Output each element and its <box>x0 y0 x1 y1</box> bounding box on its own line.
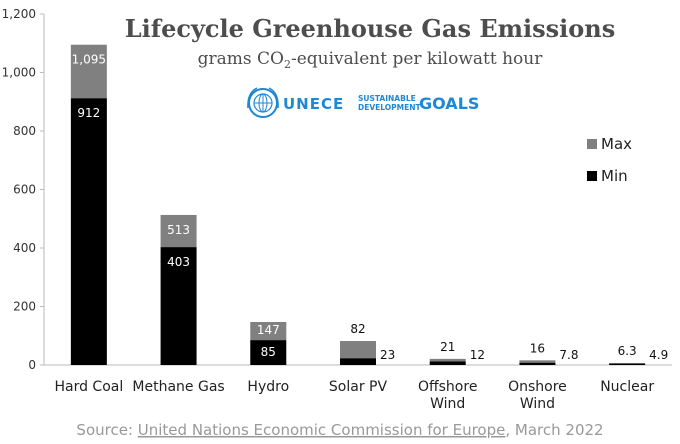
legend-swatch <box>587 171 597 181</box>
y-tick-label: 600 <box>13 183 36 197</box>
x-tick-label: Offshore <box>418 379 477 395</box>
data-label-max: 6.3 <box>618 344 637 358</box>
source-prefix: Source: <box>76 421 137 439</box>
data-label-min: 7.8 <box>559 348 578 362</box>
x-tick-label: Hydro <box>247 379 289 395</box>
data-label-max: 1,095 <box>72 53 106 67</box>
subtitle-post: -equivalent per kilowatt hour <box>291 49 543 69</box>
bar-max <box>70 44 107 99</box>
data-label-min: 912 <box>77 106 100 120</box>
bar-max <box>519 360 556 363</box>
x-tick-label: Nuclear <box>600 379 654 395</box>
legend-label: Max <box>601 135 632 153</box>
data-label-min: 12 <box>470 348 485 362</box>
y-tick-label: 1,000 <box>2 66 36 80</box>
y-tick-label: 200 <box>13 300 36 314</box>
legend-label: Min <box>601 167 628 185</box>
bar-max <box>340 341 376 359</box>
legend: Max Min <box>587 135 632 185</box>
bar-min <box>160 247 197 365</box>
bar-min <box>429 361 466 365</box>
subtitle-sub: 2 <box>284 58 291 71</box>
bar-min <box>519 362 556 365</box>
data-label-min: 23 <box>380 348 395 362</box>
un-emblem-icon <box>247 87 279 118</box>
chart-subtitle: grams CO2-equivalent per kilowatt hour <box>198 49 544 71</box>
bar-min <box>609 363 646 365</box>
bar-max <box>609 363 646 364</box>
bar-max <box>250 322 287 341</box>
bars: 1,095 912 Hard Coal 513 403 Methane Gas 147 85 H… <box>54 44 668 412</box>
bar-min <box>250 340 287 365</box>
source-note: Source: United Nations Economic Commissi… <box>76 421 603 439</box>
y-tick-label: 800 <box>13 124 36 138</box>
source-suffix: , March 2022 <box>505 421 603 439</box>
y-tick-label: 400 <box>13 241 36 255</box>
data-label-max: 147 <box>257 323 280 337</box>
chart-title: Lifecycle Greenhouse Gas Emissions <box>125 14 616 43</box>
sdg-logo-line2: DEVELOPMENT <box>358 103 422 112</box>
data-label-min: 85 <box>261 345 276 359</box>
x-tick-label: Hard Coal <box>54 379 123 395</box>
subtitle-pre: grams CO <box>198 49 284 69</box>
source-link[interactable]: United Nations Economic Commission for E… <box>138 421 506 439</box>
legend-swatch <box>587 139 597 149</box>
unece-logo-text: UNECE <box>283 95 344 113</box>
sdg-logo-line1: SUSTAINABLE <box>358 94 416 103</box>
x-tick-label: Methane Gas <box>132 379 224 395</box>
sdg-logo-goals: GOALS <box>419 94 479 113</box>
data-label-max: 82 <box>350 322 365 336</box>
data-label-max: 16 <box>530 341 545 355</box>
bar-min <box>340 358 376 365</box>
data-label-max: 21 <box>440 340 455 354</box>
bar-max <box>160 214 197 248</box>
y-tick-label: 0 <box>28 358 36 372</box>
x-tick-label: Wind <box>520 396 555 412</box>
y-tick-label: 1,200 <box>2 7 36 21</box>
data-label-min: 4.9 <box>649 348 668 362</box>
bar-max <box>429 358 466 362</box>
axes: 0 200 400 600 800 1,000 1,200 <box>2 7 672 372</box>
x-tick-label: Wind <box>430 396 465 412</box>
data-label-max: 513 <box>167 223 190 237</box>
data-label-min: 403 <box>167 255 190 269</box>
x-tick-label: Solar PV <box>329 379 388 395</box>
x-tick-label: Onshore <box>508 379 567 395</box>
bar-min <box>70 98 107 366</box>
